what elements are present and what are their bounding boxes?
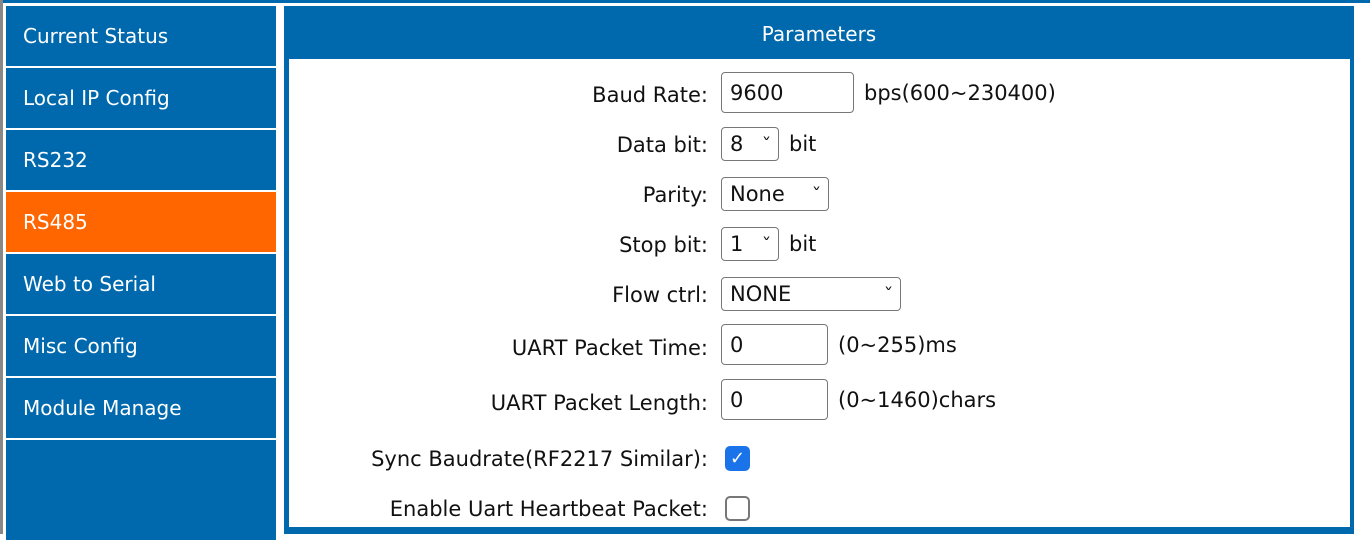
heartbeat-label: Enable Uart Heartbeat Packet: (389, 497, 708, 521)
packet-time-input[interactable] (721, 324, 828, 365)
stop-bit-value: 1 (730, 232, 744, 256)
sidebar-item-rs232[interactable]: RS232 (6, 130, 276, 190)
chevron-down-icon: ˅ (811, 186, 822, 202)
sidebar-item-rs485[interactable]: RS485 (6, 192, 276, 252)
parity-label: Parity: (642, 183, 708, 207)
sidebar-item-web-to-serial[interactable]: Web to Serial (6, 254, 276, 314)
stop-bit-select[interactable]: 1 ˅ (721, 227, 779, 261)
sync-baudrate-checkbox[interactable]: ✓ (725, 446, 750, 471)
sidebar-item-module-manage[interactable]: Module Manage (6, 378, 276, 438)
parity-select[interactable]: None ˅ (721, 177, 829, 211)
top-border (0, 0, 1370, 3)
parameters-form: Baud Rate: bps(600~230400) Data bit: 8˅b… (289, 59, 1350, 527)
sidebar-filler (6, 440, 276, 540)
flow-ctrl-label: Flow ctrl: (612, 283, 708, 307)
sidebar-item-local-ip-config[interactable]: Local IP Config (6, 68, 276, 128)
panel-title: Parameters (761, 22, 877, 46)
sidebar-item-current-status[interactable]: Current Status (6, 6, 276, 66)
stop-bit-label: Stop bit: (619, 233, 708, 257)
parity-value: None (730, 182, 785, 206)
packet-time-hint: (0~255)ms (838, 332, 957, 357)
table-divider-right (717, 528, 1350, 534)
checkmark-icon: ✓ (729, 448, 746, 469)
chevron-down-icon: ˅ (761, 136, 772, 152)
chevron-down-icon: ˅ (883, 286, 894, 302)
baud-rate-input[interactable] (721, 72, 854, 113)
chevron-down-icon: ˅ (761, 236, 772, 252)
stop-bit-unit: bit (789, 232, 817, 256)
sync-baudrate-label: Sync Baudrate(RF2217 Similar): (371, 447, 708, 471)
packet-length-hint: (0~1460)chars (838, 387, 997, 412)
sidebar-item-misc-config[interactable]: Misc Config (6, 316, 276, 376)
parameters-panel: Parameters Baud Rate: bps(600~230400) Da… (284, 6, 1354, 534)
data-bit-select[interactable]: 8 ˅ (721, 127, 779, 161)
data-bit-label: Data bit: (616, 133, 708, 157)
heartbeat-checkbox[interactable] (725, 496, 750, 521)
data-bit-unit: bit (789, 132, 817, 156)
data-bit-value: 8 (730, 132, 744, 156)
packet-length-input[interactable] (721, 379, 828, 420)
flow-ctrl-value: NONE (730, 282, 792, 306)
packet-length-label: UART Packet Length: (490, 391, 708, 415)
packet-time-label: UART Packet Time: (511, 336, 708, 360)
sidebar-nav: Current Status Local IP Config RS232 RS4… (6, 6, 276, 542)
baud-rate-hint: bps(600~230400) (864, 80, 1056, 105)
left-border (0, 0, 3, 534)
table-divider-left (289, 528, 711, 534)
flow-ctrl-select[interactable]: NONE ˅ (721, 277, 901, 311)
baud-rate-label: Baud Rate: (592, 83, 708, 107)
